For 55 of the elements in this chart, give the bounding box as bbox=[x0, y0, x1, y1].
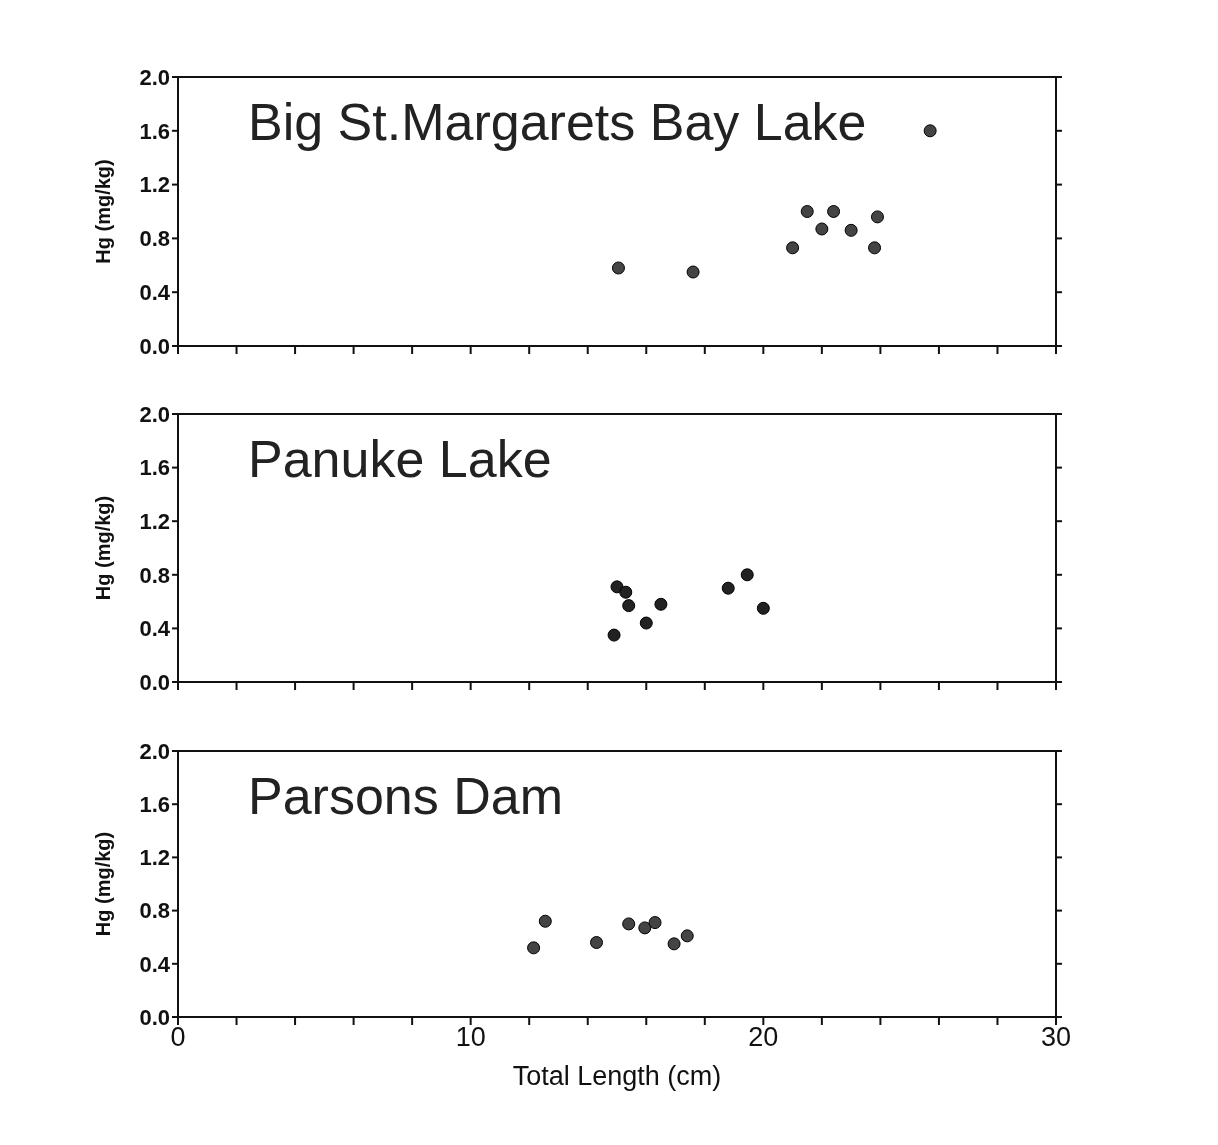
y-tick-label: 1.6 bbox=[139, 118, 170, 144]
y-tick-label: 0.4 bbox=[139, 280, 171, 306]
chart-title: Parsons Dam bbox=[248, 767, 563, 825]
x-axis-title: Total Length (cm) bbox=[512, 1061, 722, 1091]
point bbox=[800, 205, 814, 218]
x-tick-label: 30 bbox=[1040, 1022, 1072, 1053]
y-tick-label: 1.2 bbox=[139, 845, 170, 871]
y-tick-label: 2.0 bbox=[139, 64, 170, 90]
chart-title: Panuke Lake bbox=[248, 430, 552, 488]
point bbox=[638, 921, 652, 935]
x-tick-label: 20 bbox=[748, 1022, 779, 1053]
point bbox=[740, 568, 754, 582]
y-tick-label: 1.6 bbox=[139, 792, 170, 818]
point bbox=[648, 916, 662, 930]
y-axis-title: Hg (mg/kg) bbox=[92, 159, 115, 264]
point bbox=[844, 223, 858, 237]
point bbox=[611, 261, 625, 275]
y-axis-title: Hg (mg/kg) bbox=[92, 495, 115, 601]
y-tick-label: 0.8 bbox=[139, 226, 170, 252]
point bbox=[686, 265, 700, 279]
point bbox=[639, 616, 653, 630]
y-tick-label: 0.0 bbox=[139, 333, 170, 359]
point bbox=[619, 585, 633, 599]
y-tick-label: 0.8 bbox=[139, 562, 170, 588]
x-tick-label: 0 bbox=[170, 1022, 186, 1053]
point bbox=[538, 914, 552, 928]
point bbox=[815, 222, 829, 236]
point bbox=[721, 581, 735, 595]
point bbox=[923, 124, 937, 138]
point bbox=[786, 241, 800, 255]
y-tick-label: 2.0 bbox=[139, 401, 170, 427]
y-tick-label: 1.2 bbox=[139, 509, 170, 535]
point bbox=[680, 929, 694, 943]
y-tick-label: 0.4 bbox=[139, 951, 171, 977]
point bbox=[870, 210, 884, 224]
point bbox=[622, 599, 636, 613]
y-tick-label: 0.8 bbox=[139, 898, 170, 924]
y-tick-label: 1.6 bbox=[139, 455, 170, 481]
point bbox=[607, 628, 621, 642]
y-tick-label: 1.2 bbox=[139, 172, 170, 198]
point bbox=[868, 241, 882, 255]
y-tick-label: 0.4 bbox=[139, 616, 171, 642]
point bbox=[622, 917, 636, 931]
point bbox=[667, 937, 681, 951]
point bbox=[654, 597, 668, 611]
y-axis-title: Hg (mg/kg) bbox=[92, 831, 115, 937]
y-tick-label: 2.0 bbox=[139, 738, 170, 764]
point bbox=[827, 205, 841, 218]
y-tick-label: 0.0 bbox=[139, 669, 170, 695]
point bbox=[590, 936, 604, 950]
chart-title: Big St.Margarets Bay Lake bbox=[248, 93, 867, 151]
y-tick-label: 0.0 bbox=[139, 1004, 170, 1030]
x-tick-label: 10 bbox=[455, 1022, 486, 1053]
point bbox=[527, 941, 541, 955]
point bbox=[756, 601, 770, 615]
